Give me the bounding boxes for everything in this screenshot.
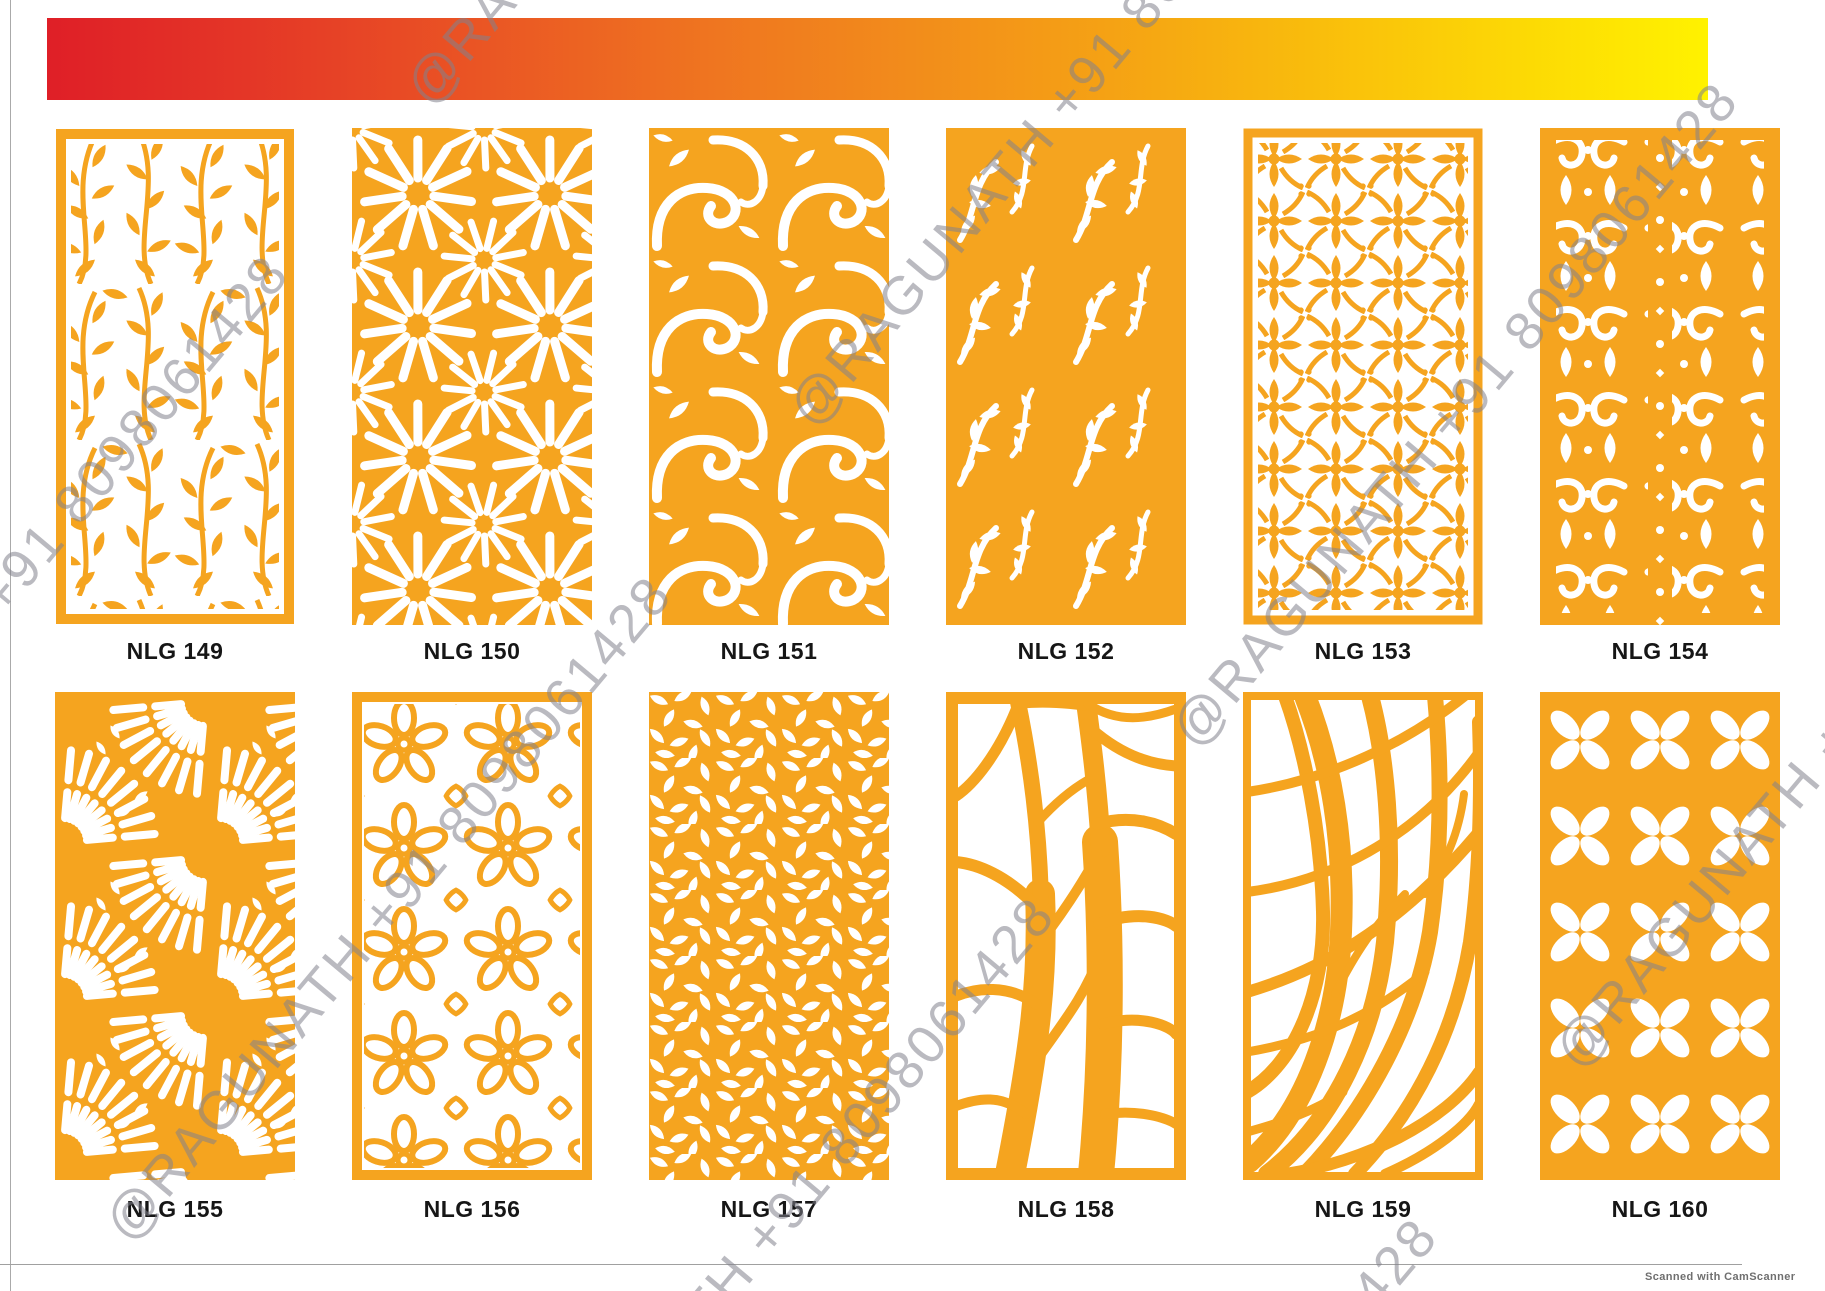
panel-nlg-157 xyxy=(649,692,889,1180)
panel-pattern-petal-pinwheels xyxy=(1540,692,1780,1180)
panel-pattern-burst-fireworks xyxy=(352,128,592,625)
gradient-color-bar xyxy=(47,18,1708,100)
panel-nlg-151 xyxy=(649,128,889,625)
panel-label: NLG 159 xyxy=(1314,1196,1412,1222)
panel-nlg-158 xyxy=(946,692,1186,1180)
panel-pattern-acanthus-scroll xyxy=(649,128,889,625)
panel-nlg-150 xyxy=(352,128,592,625)
panel-label: NLG 151 xyxy=(720,638,818,664)
panel-label: NLG 158 xyxy=(1017,1196,1115,1222)
scan-footer-line xyxy=(0,1264,1742,1265)
panel-label: NLG 149 xyxy=(126,638,224,664)
panel-pattern-damask-arabesque xyxy=(1243,128,1483,625)
camscanner-note: Scanned with CamScanner xyxy=(1645,1271,1796,1283)
panel-pattern-leaf-sprigs xyxy=(946,128,1186,625)
panel-label: NLG 160 xyxy=(1611,1196,1709,1222)
panel-nlg-149 xyxy=(55,128,295,625)
panel-nlg-153 xyxy=(1243,128,1483,625)
panel-label: NLG 153 xyxy=(1314,638,1412,664)
panel-nlg-155 xyxy=(55,692,295,1180)
panel-label: NLG 152 xyxy=(1017,638,1115,664)
panel-pattern-tree-branches xyxy=(946,692,1186,1180)
panel-pattern-sweeping-twigs xyxy=(1243,692,1483,1180)
panel-nlg-159 xyxy=(1243,692,1483,1180)
panel-label: NLG 156 xyxy=(423,1196,521,1222)
panel-nlg-160 xyxy=(1540,692,1780,1180)
panel-label: NLG 157 xyxy=(720,1196,818,1222)
panel-pattern-flower-outlines xyxy=(352,692,592,1180)
panel-nlg-152 xyxy=(946,128,1186,625)
panel-nlg-154 xyxy=(1540,128,1780,625)
panel-label: NLG 150 xyxy=(423,638,521,664)
scan-edge-line xyxy=(10,0,11,1291)
panel-pattern-leaf-scatter xyxy=(649,692,889,1180)
panel-nlg-156 xyxy=(352,692,592,1180)
panel-pattern-leaf-vine xyxy=(55,128,295,625)
panel-pattern-organic-dashes xyxy=(55,692,295,1180)
panel-label: NLG 155 xyxy=(126,1196,224,1222)
panel-label: NLG 154 xyxy=(1611,638,1709,664)
panel-pattern-ornament-columns xyxy=(1540,128,1780,625)
